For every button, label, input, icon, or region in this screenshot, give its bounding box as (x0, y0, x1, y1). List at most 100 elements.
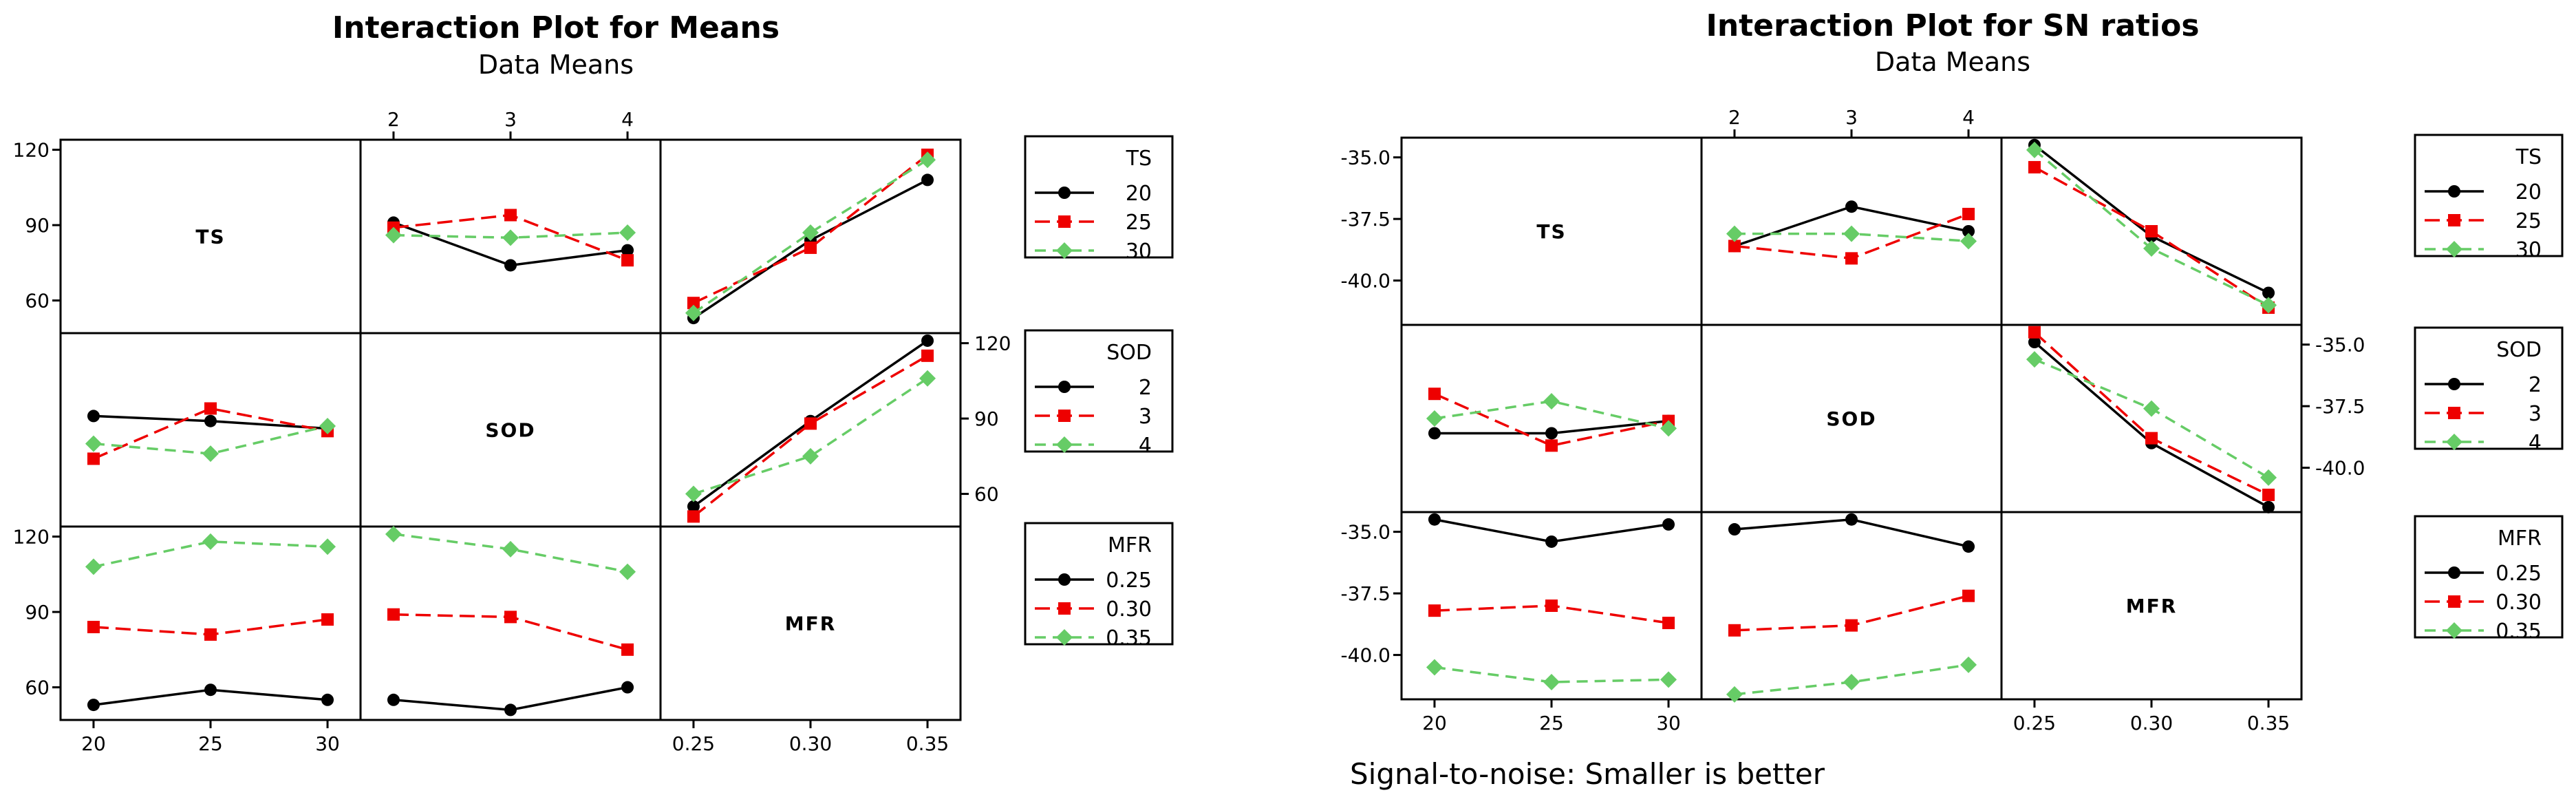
panel-frame (1400, 324, 1703, 513)
series-line-ts-30 (692, 158, 928, 315)
data-point (1660, 671, 1677, 688)
x-tick-label: 3 (1845, 106, 1858, 129)
y-tick-label: -35.0 (2315, 334, 2365, 357)
data-point (502, 229, 519, 246)
data-point (1545, 427, 1558, 440)
legend-marker (1058, 381, 1071, 393)
y-tick-label: -40.0 (1341, 270, 1391, 293)
data-point (2262, 286, 2275, 299)
data-point (1962, 540, 1975, 553)
series-line-sod-3 (692, 354, 928, 518)
data-point (621, 244, 634, 257)
legend-mfr: MFR 0.25 0.30 0.35 (2414, 515, 2564, 644)
data-point (1428, 513, 1441, 526)
x-tick-label: 0.35 (2247, 712, 2290, 734)
factor-label-sod: SOD (485, 419, 535, 442)
data-point (919, 370, 936, 387)
legend-sod: SOD 2 3 4 (1024, 329, 1174, 458)
data-point (1962, 225, 1975, 237)
data-point (2262, 500, 2275, 513)
data-point (1962, 207, 1975, 220)
data-point (319, 538, 336, 555)
series-line-sod-4 (2034, 358, 2269, 479)
y-tick-label: -40.0 (1341, 644, 1391, 667)
legend-item: 4 (2529, 431, 2542, 455)
legend-item: 0.35 (1106, 626, 1152, 650)
y-tick-label: 120 (974, 332, 1011, 355)
data-point (387, 693, 400, 706)
legend-item: 0.25 (1106, 569, 1152, 593)
legend-box (1024, 522, 1174, 646)
interaction-chart-2: Interaction Plot for SN ratios Data Means… (1341, 8, 2564, 791)
data-point (2026, 351, 2043, 368)
data-point (921, 334, 934, 347)
legend-marker (1058, 410, 1071, 422)
data-point (1428, 604, 1441, 617)
y-tick-label: 60 (25, 677, 50, 699)
data-point (1660, 420, 1677, 437)
data-point (2260, 297, 2277, 314)
data-point (1845, 619, 1858, 632)
legend-marker (1056, 242, 1073, 259)
data-point (1426, 410, 1443, 427)
y-tick-label: -37.5 (1341, 208, 1391, 231)
legend-box (1024, 135, 1174, 259)
legend-item: 20 (1126, 182, 1152, 206)
data-point (87, 410, 100, 423)
data-point (202, 533, 219, 550)
data-point (1428, 388, 1441, 401)
data-point (1662, 518, 1675, 531)
x-tick-label: 4 (1962, 106, 1975, 129)
data-point (504, 209, 517, 222)
series-line-mfr-0.35 (93, 540, 328, 569)
x-tick-label: 25 (1539, 712, 1564, 734)
chart-subtitle: Data Means (478, 50, 634, 80)
y-tick-label: 90 (974, 407, 999, 430)
legend-item: 3 (2529, 402, 2542, 426)
data-point (1843, 673, 1860, 690)
y-tick-label: -35.0 (1341, 521, 1391, 544)
data-point (319, 418, 336, 435)
data-point (921, 349, 934, 362)
data-point (802, 447, 819, 465)
x-tick-label: 2 (1728, 106, 1741, 129)
data-point (687, 500, 700, 513)
legend-title: MFR (2498, 527, 2542, 551)
legend-item: 25 (2515, 209, 2542, 233)
data-point (621, 643, 634, 656)
legend-marker (1056, 436, 1073, 453)
legend-marker (2448, 566, 2460, 579)
legend-title: TS (2515, 145, 2542, 169)
legend-box (2414, 326, 2564, 450)
series-line-ts-25 (693, 153, 929, 304)
data-point (1543, 392, 1560, 410)
series-line-sod-4 (693, 377, 929, 496)
legend-box (1024, 329, 1174, 453)
data-point (1428, 427, 1441, 440)
data-point (919, 151, 936, 169)
interaction-chart-1: Interaction Plot for Means Data Means TS SO… (13, 10, 1174, 755)
data-point (1545, 600, 1558, 612)
x-tick-label: 0.30 (789, 732, 832, 755)
x-tick-label: 3 (504, 108, 517, 131)
data-point (1728, 624, 1741, 637)
y-tick-label: -37.5 (1341, 582, 1391, 605)
legend-item: 2 (2529, 373, 2542, 397)
data-point (387, 608, 400, 621)
data-point (2026, 141, 2043, 158)
data-point (1426, 659, 1443, 676)
y-tick-label: 90 (25, 214, 50, 237)
chart-title: Interaction Plot for Means (332, 10, 780, 45)
legend-item: 25 (1126, 211, 1152, 235)
data-point (1845, 252, 1858, 265)
data-point (802, 224, 819, 242)
factor-label-mfr: MFR (785, 613, 837, 635)
data-point (2028, 160, 2041, 173)
data-point (1726, 225, 1743, 242)
data-point (321, 613, 334, 626)
legend-marker (2446, 622, 2462, 639)
data-point (504, 703, 517, 717)
legend-marker (2446, 241, 2462, 257)
legend-item: 4 (1139, 434, 1152, 458)
y-tick-label: 60 (974, 483, 999, 506)
